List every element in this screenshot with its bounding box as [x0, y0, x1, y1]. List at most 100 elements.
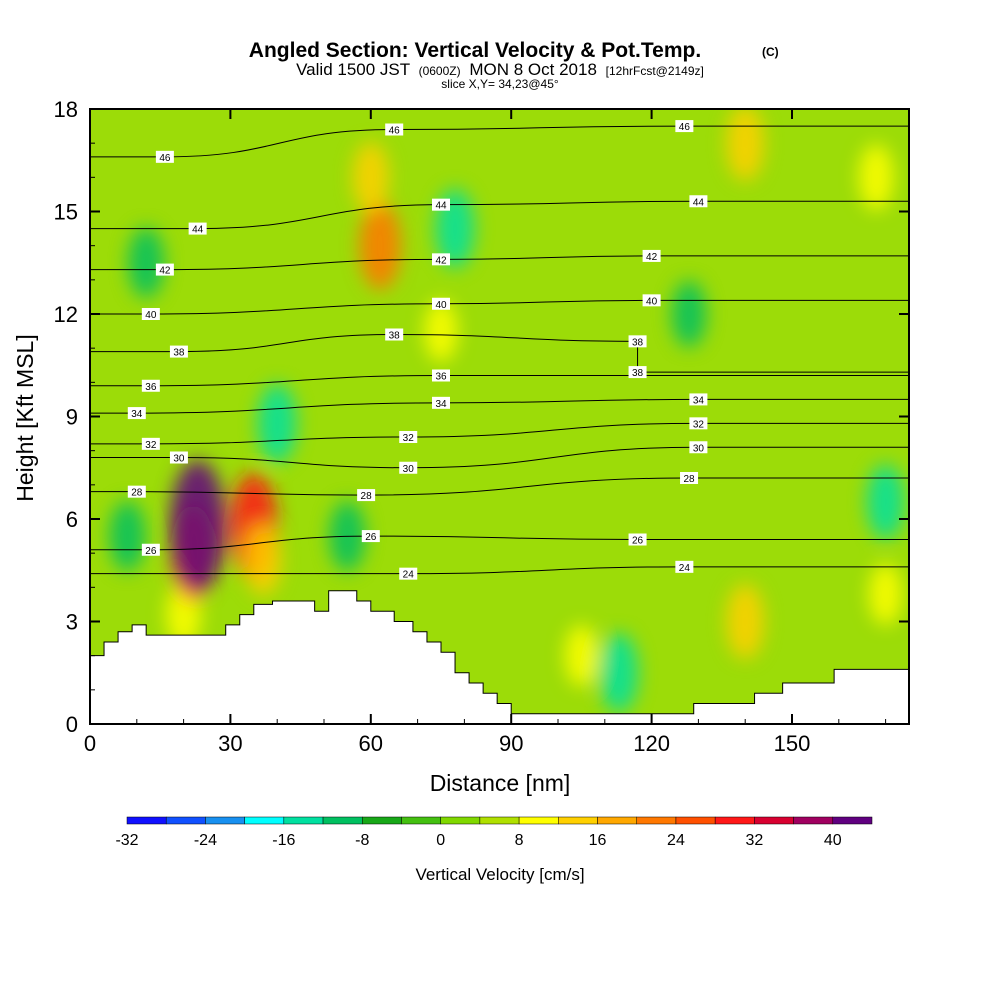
contour-label-text: 26 — [365, 532, 377, 543]
contour-label-text: 46 — [159, 153, 171, 164]
contour-label-bg — [361, 530, 380, 543]
y-tick-label: 6 — [66, 507, 78, 532]
contour-label-text: 44 — [693, 197, 705, 208]
colorbar-swatch — [283, 816, 324, 825]
contour-label-bg — [432, 253, 450, 266]
contour-label-text: 34 — [693, 395, 705, 406]
contour-label-text: 44 — [435, 201, 447, 212]
contour-label: 26 — [141, 543, 160, 557]
colorbar-swatch — [518, 816, 559, 825]
y-tick-label: 3 — [66, 610, 78, 635]
y-tick-label: 0 — [66, 712, 78, 737]
colorbar-swatch — [205, 816, 245, 825]
contour-label: 38 — [385, 328, 404, 342]
colorbar-tick-label: 16 — [589, 832, 607, 849]
contour-label-bg — [675, 120, 694, 133]
contour-label-text: 26 — [145, 546, 157, 557]
colorbar-ticks: -32 -24 -16 -8 0 8 16 24 32 40 — [115, 832, 841, 849]
colorbar-swatch — [165, 816, 206, 825]
contour-label-bg — [127, 485, 146, 498]
isentrope-44 — [90, 200, 909, 230]
contour-label-text: 30 — [403, 464, 415, 475]
contour-label-text: 30 — [173, 454, 185, 465]
contour-label: 24 — [675, 560, 694, 574]
colorbar-swatch — [322, 816, 363, 825]
velocity-cell-18 — [868, 563, 903, 625]
colorbar-tick-label: 40 — [824, 832, 842, 849]
velocity-cell-12 — [726, 584, 765, 659]
colorbar-swatch — [675, 816, 716, 825]
contour-label-bg — [188, 222, 207, 235]
contour-label-bg — [169, 345, 188, 358]
velocity-cell-5 — [257, 383, 297, 463]
terrain-mask — [90, 590, 909, 724]
contour-label-text: 32 — [145, 440, 157, 451]
contour-label-text: 28 — [131, 488, 143, 499]
y-tick-label: 9 — [66, 405, 78, 430]
contour-label: 44 — [188, 222, 207, 236]
colorbar-tick-label: 32 — [745, 832, 763, 849]
contour-label: 28 — [357, 489, 376, 502]
colorbar-swatch — [244, 816, 285, 825]
contour-label-text: 24 — [679, 563, 691, 574]
isentrope-24 — [90, 566, 909, 575]
contour-label-bg — [628, 335, 647, 348]
contour-label-text: 42 — [159, 266, 171, 277]
colorbar-swatch — [636, 816, 677, 825]
contour-label-bg — [680, 472, 699, 484]
contour-label-bg — [141, 437, 160, 450]
contour-label: 34 — [432, 396, 450, 410]
contour-label-bg — [141, 543, 160, 556]
contour-label-text: 40 — [646, 296, 658, 307]
contour-label: 30 — [169, 451, 188, 465]
colorbar-swatch — [714, 816, 755, 825]
contour-label-text: 24 — [403, 570, 415, 581]
x-tick-label: 120 — [633, 731, 670, 756]
chart-subtitle: Valid 1500 JST (0600Z) MON 8 Oct 2018 [1… — [296, 60, 704, 79]
velocity-cell-13 — [726, 109, 765, 181]
contour-label: 46 — [675, 120, 694, 133]
contour-label-bg — [689, 393, 708, 406]
subtitle-date: MON 8 Oct 2018 — [469, 60, 597, 79]
contour-label-bg — [399, 461, 418, 474]
contour-label-text: 46 — [389, 126, 401, 137]
contour-label: 24 — [399, 567, 418, 581]
contour-label-bg — [432, 396, 450, 409]
contour-label: 34 — [127, 407, 146, 420]
contour-label-bg — [628, 533, 647, 546]
x-axis-label: Distance [nm] — [430, 770, 571, 796]
velocity-cell-6 — [109, 500, 146, 572]
contour-label-bg — [675, 560, 694, 573]
velocity-cell-15 — [671, 281, 707, 347]
colorbar-swatch — [754, 816, 794, 825]
colorbar-swatch — [362, 816, 402, 825]
contour-label-text: 30 — [693, 443, 705, 454]
contour-label: 30 — [689, 441, 708, 454]
contour-label: 42 — [155, 263, 174, 277]
contour-label-bg — [155, 263, 174, 276]
contour-label: 40 — [642, 294, 661, 307]
colorbar-swatch — [832, 816, 873, 825]
colorbar — [126, 816, 873, 825]
contour-label: 42 — [642, 249, 661, 263]
contour-label-bg — [399, 431, 418, 443]
colorbar-swatch — [479, 816, 520, 825]
contour-label-text: 32 — [403, 433, 415, 444]
colorbar-tick-label: 8 — [515, 832, 524, 849]
contour-label-text: 42 — [435, 255, 447, 266]
contour-label-bg — [141, 379, 160, 392]
velocity-cell-2 — [169, 459, 226, 592]
contour-label-text: 42 — [646, 252, 658, 263]
velocity-cell-4 — [244, 524, 282, 596]
contour-label-text: 38 — [632, 368, 644, 379]
contour-label: 30 — [399, 461, 418, 475]
field-background — [90, 109, 909, 724]
contour-label: 40 — [432, 297, 450, 311]
contour-label-bg — [141, 308, 160, 320]
contour-label: 34 — [689, 393, 708, 406]
subtitle-forecast: [12hrFcst@2149z] — [606, 64, 704, 78]
colorbar-tick-label: -8 — [355, 832, 369, 849]
contour-label: 26 — [361, 530, 380, 543]
contour-label-bg — [169, 451, 188, 464]
